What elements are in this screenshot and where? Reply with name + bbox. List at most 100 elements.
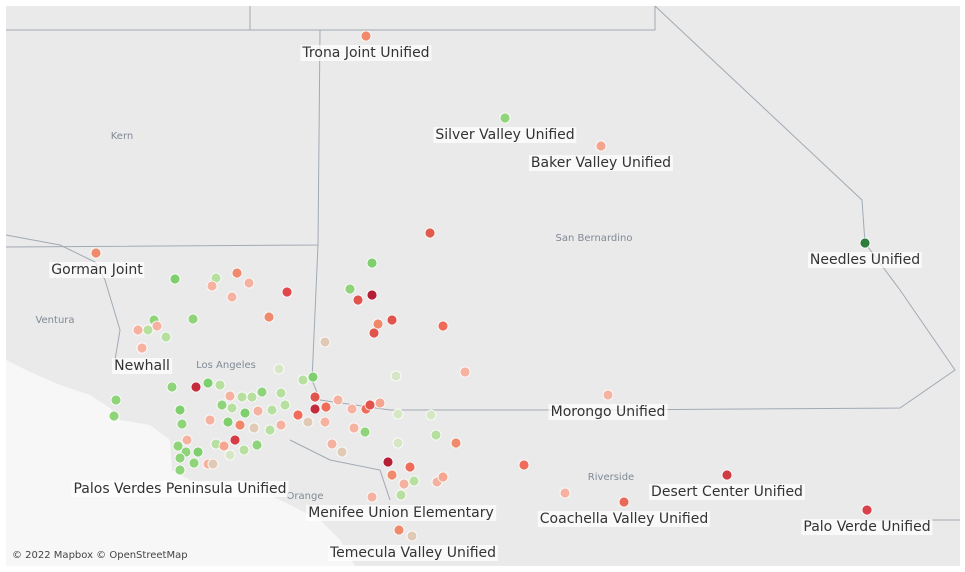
district-marker[interactable] — [239, 407, 251, 419]
district-marker[interactable] — [332, 394, 344, 406]
district-marker[interactable] — [264, 424, 276, 436]
district-marker[interactable] — [169, 273, 181, 285]
district-marker[interactable] — [90, 247, 102, 259]
district-marker[interactable] — [279, 399, 291, 411]
district-marker[interactable] — [386, 314, 398, 326]
district-marker[interactable] — [229, 434, 241, 446]
district-marker[interactable] — [226, 402, 238, 414]
district-marker[interactable] — [404, 461, 416, 473]
district-marker[interactable] — [595, 140, 607, 152]
district-marker[interactable] — [326, 438, 338, 450]
district-marker[interactable] — [166, 381, 178, 393]
district-marker[interactable] — [132, 324, 144, 336]
district-marker[interactable] — [307, 371, 319, 383]
district-marker[interactable] — [450, 437, 462, 449]
district-marker[interactable] — [398, 478, 410, 490]
district-marker[interactable] — [160, 331, 172, 343]
district-marker[interactable] — [859, 237, 871, 249]
district-marker[interactable] — [392, 437, 404, 449]
district-marker[interactable] — [309, 391, 321, 403]
district-marker[interactable] — [214, 379, 226, 391]
district-marker[interactable] — [216, 399, 228, 411]
district-marker[interactable] — [246, 391, 258, 403]
district-marker[interactable] — [281, 286, 293, 298]
district-marker[interactable] — [393, 524, 405, 536]
district-marker[interactable] — [302, 416, 314, 428]
district-marker[interactable] — [181, 434, 193, 446]
district-marker[interactable] — [263, 311, 275, 323]
district-marker[interactable] — [320, 401, 332, 413]
district-marker[interactable] — [251, 439, 263, 451]
district-marker[interactable] — [172, 440, 184, 452]
district-marker[interactable] — [273, 363, 285, 375]
district-marker[interactable] — [110, 394, 122, 406]
district-marker[interactable] — [275, 387, 287, 399]
district-marker[interactable] — [174, 452, 186, 464]
district-marker[interactable] — [861, 504, 873, 516]
district-marker[interactable] — [248, 422, 260, 434]
district-marker[interactable] — [224, 449, 236, 461]
district-marker[interactable] — [142, 324, 154, 336]
district-marker[interactable] — [226, 291, 238, 303]
district-marker[interactable] — [360, 30, 372, 42]
district-marker[interactable] — [224, 390, 236, 402]
district-marker[interactable] — [319, 416, 331, 428]
district-marker[interactable] — [243, 277, 255, 289]
district-marker[interactable] — [366, 491, 378, 503]
district-marker[interactable] — [359, 426, 371, 438]
district-marker[interactable] — [266, 404, 278, 416]
district-marker[interactable] — [352, 294, 364, 306]
district-marker[interactable] — [297, 374, 309, 386]
district-marker[interactable] — [231, 267, 243, 279]
district-marker[interactable] — [292, 409, 304, 421]
district-marker[interactable] — [408, 475, 420, 487]
district-marker[interactable] — [437, 320, 449, 332]
district-marker[interactable] — [222, 416, 234, 428]
district-marker[interactable] — [108, 410, 120, 422]
district-marker[interactable] — [176, 418, 188, 430]
district-marker[interactable] — [174, 464, 186, 476]
district-marker[interactable] — [202, 377, 214, 389]
district-marker[interactable] — [206, 280, 218, 292]
district-marker[interactable] — [395, 489, 407, 501]
district-marker[interactable] — [234, 419, 246, 431]
district-marker[interactable] — [252, 405, 264, 417]
district-marker[interactable] — [386, 469, 398, 481]
district-marker[interactable] — [218, 440, 230, 452]
district-marker[interactable] — [319, 336, 331, 348]
district-marker[interactable] — [256, 386, 268, 398]
district-marker[interactable] — [236, 391, 248, 403]
district-marker[interactable] — [424, 227, 436, 239]
district-marker[interactable] — [437, 471, 449, 483]
district-marker[interactable] — [366, 289, 378, 301]
district-marker[interactable] — [174, 404, 186, 416]
district-marker[interactable] — [425, 409, 437, 421]
district-marker[interactable] — [559, 487, 571, 499]
district-marker[interactable] — [346, 403, 358, 415]
district-marker[interactable] — [366, 257, 378, 269]
district-marker[interactable] — [374, 397, 386, 409]
district-marker[interactable] — [618, 496, 630, 508]
district-marker[interactable] — [406, 530, 418, 542]
district-marker[interactable] — [344, 283, 356, 295]
district-marker[interactable] — [721, 469, 733, 481]
district-marker[interactable] — [187, 313, 199, 325]
district-marker[interactable] — [207, 458, 219, 470]
district-marker[interactable] — [151, 320, 163, 332]
district-marker[interactable] — [188, 457, 200, 469]
district-marker[interactable] — [190, 381, 202, 393]
district-marker[interactable] — [238, 444, 250, 456]
district-marker[interactable] — [459, 366, 471, 378]
district-marker[interactable] — [518, 459, 530, 471]
district-marker[interactable] — [372, 318, 384, 330]
district-marker[interactable] — [275, 419, 287, 431]
district-marker[interactable] — [364, 399, 376, 411]
district-marker[interactable] — [430, 429, 442, 441]
district-marker[interactable] — [602, 389, 614, 401]
district-marker[interactable] — [499, 112, 511, 124]
district-marker[interactable] — [348, 422, 360, 434]
district-marker[interactable] — [204, 414, 216, 426]
district-marker[interactable] — [192, 446, 204, 458]
district-marker[interactable] — [336, 446, 348, 458]
district-marker[interactable] — [368, 327, 380, 339]
